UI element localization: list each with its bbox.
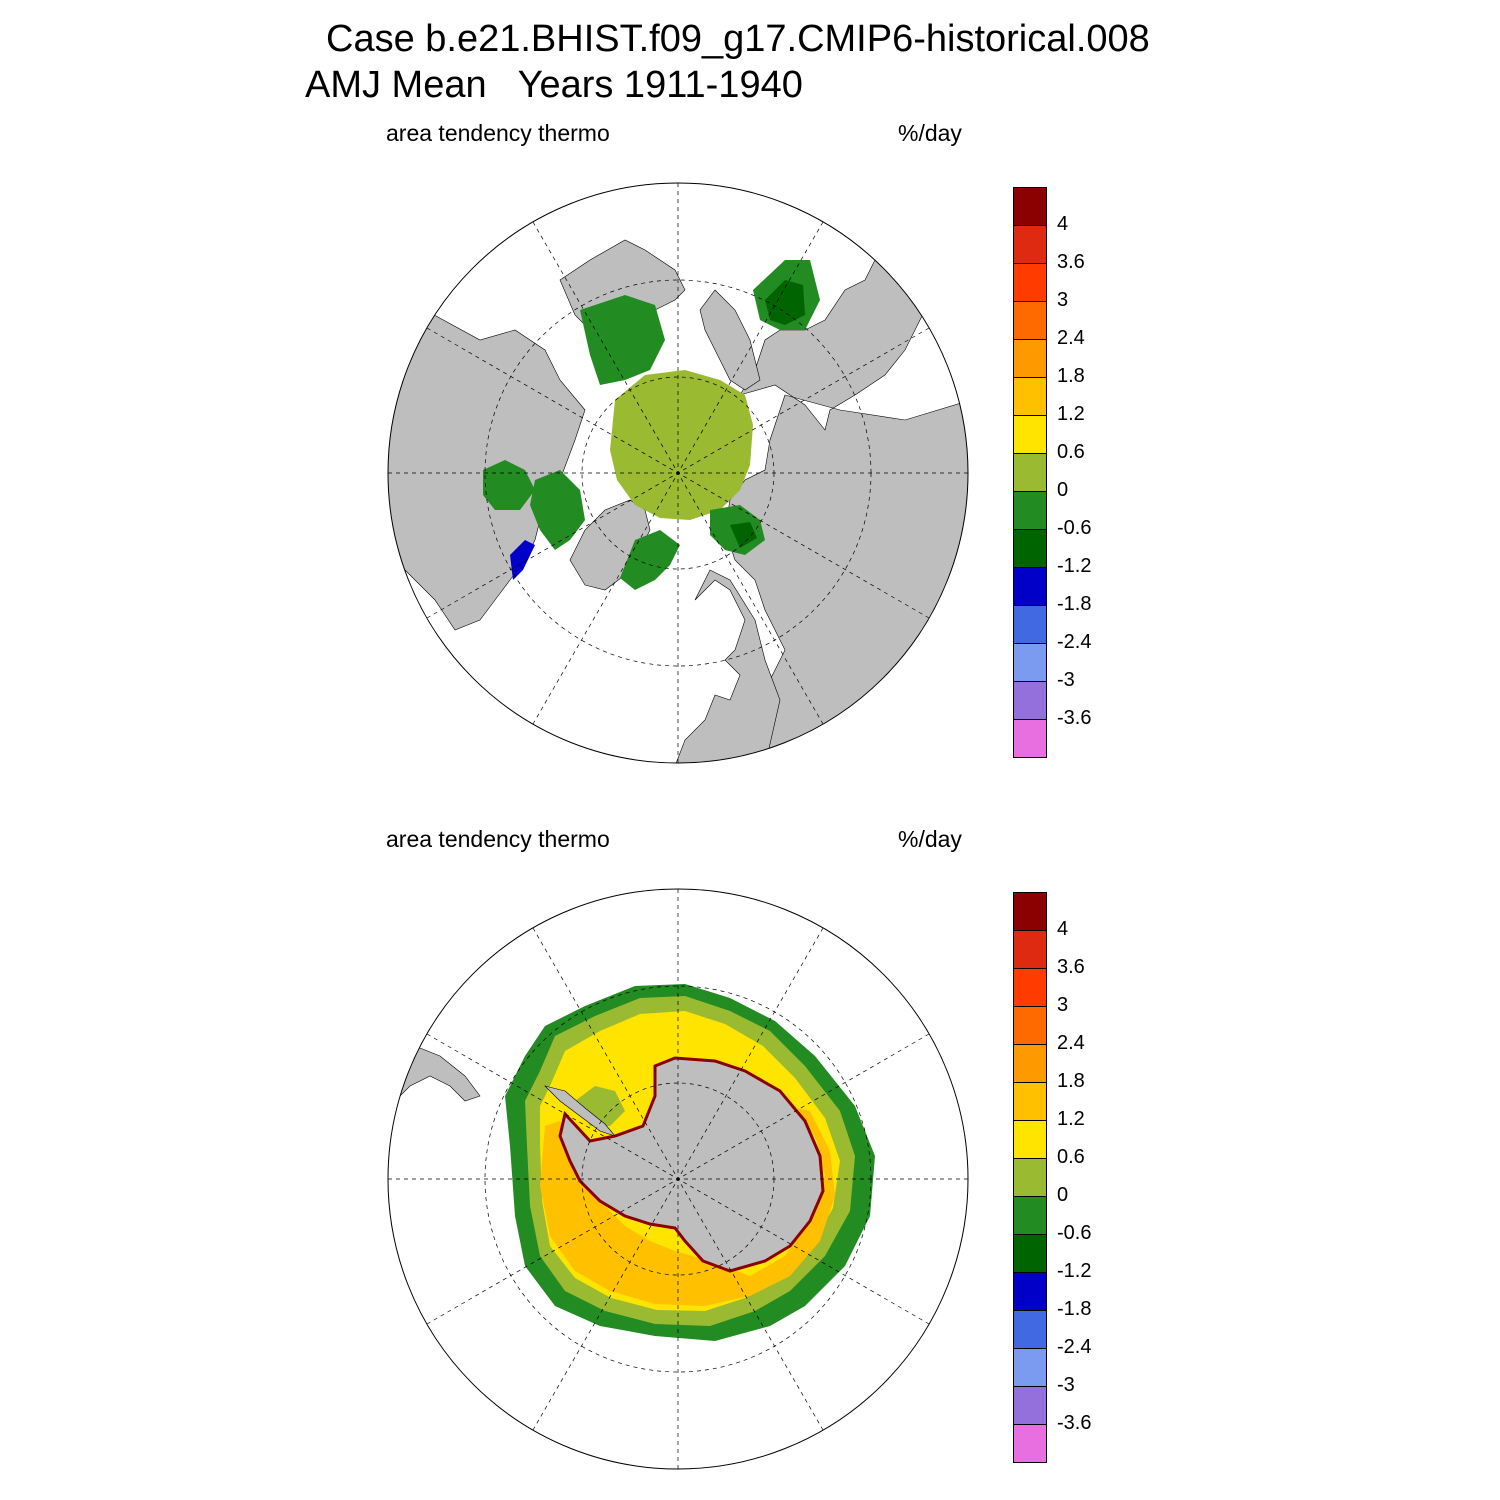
north-graticule: [388, 183, 968, 763]
north-colorbar-tick-label: 3.6: [1057, 251, 1085, 273]
north-colorbar-box: [1013, 263, 1047, 302]
south-colorbar-box: [1013, 892, 1047, 931]
north-colorbar-tick-label: 0.6: [1057, 441, 1085, 463]
north-colorbar-box: [1013, 681, 1047, 720]
north-sea-ice-bering: [580, 295, 665, 385]
north-colorbar-box: [1013, 643, 1047, 682]
north-colorbar-box: [1013, 719, 1047, 758]
north-land-greenland: [569, 499, 651, 591]
south-colorbar-box: [1013, 1348, 1047, 1387]
north-colorbar-box: [1013, 453, 1047, 492]
north-colorbar-tick-label: 4: [1057, 213, 1069, 235]
north-colorbar-box: [1013, 491, 1047, 530]
north-colorbar-box: [1013, 605, 1047, 644]
north-colorbar-box: [1013, 415, 1047, 454]
south-colorbar-tick-label: -3: [1057, 1374, 1075, 1396]
north-colorbar-tick-label: -3.6: [1057, 707, 1092, 729]
south-colorbar-tick-label: 3: [1057, 994, 1069, 1016]
north-colorbar-tick-label: 1.8: [1057, 365, 1085, 387]
south-land-antarctic-peninsula: [544, 1085, 616, 1137]
north-sea-ice-labrador-blue: [510, 540, 535, 580]
south-graticule: [388, 889, 968, 1469]
south-colorbar-box: [1013, 1310, 1047, 1349]
panel-south-units-label: %/day: [898, 826, 962, 852]
south-map-border: [387, 888, 969, 1470]
figure-title-line2: AMJ Mean Years 1911-1940: [305, 64, 803, 106]
south-colorbar-tick-label: 0: [1057, 1184, 1069, 1206]
south-colorbar-tick-label: 2.4: [1057, 1032, 1085, 1054]
north-colorbar-tick-label: -2.4: [1057, 631, 1092, 653]
south-colorbar-box: [1013, 1424, 1047, 1463]
north-colorbar-box: [1013, 225, 1047, 264]
south-colorbar-box: [1013, 930, 1047, 969]
south-colorbar-tick-label: 1.2: [1057, 1108, 1085, 1130]
panel-north-units-label: %/day: [898, 120, 962, 146]
south-land-antarctica: [558, 1056, 825, 1273]
north-colorbar-tick-label: 0: [1057, 479, 1069, 501]
south-colorbar-tick-label: -0.6: [1057, 1222, 1092, 1244]
north-sea-ice-okhotsk-dark: [765, 280, 805, 325]
north-sea-ice-hudson: [483, 460, 535, 510]
south-colorbar-box: [1013, 1272, 1047, 1311]
north-sea-ice-baffin: [530, 470, 585, 550]
panel-north-variable-label: area tendency thermo: [386, 120, 610, 146]
south-colorbar-box: [1013, 1196, 1047, 1235]
north-colorbar-tick-label: 1.2: [1057, 403, 1085, 425]
north-polar-map: [387, 182, 969, 764]
south-colorbar-box: [1013, 1120, 1047, 1159]
south-colorbar-tick-label: 3.6: [1057, 956, 1085, 978]
north-colorbar-tick-label: -1.2: [1057, 555, 1092, 577]
north-land-europe: [674, 569, 781, 763]
north-colorbar-box: [1013, 529, 1047, 568]
figure-title-line1: Case b.e21.BHIST.f09_g17.CMIP6-historica…: [326, 18, 1150, 60]
panel-south-variable-label: area tendency thermo: [386, 826, 610, 852]
south-colorbar-tick-label: 1.8: [1057, 1070, 1085, 1092]
north-colorbar-box: [1013, 187, 1047, 226]
south-colorbar-tick-label: -1.2: [1057, 1260, 1092, 1282]
north-sea-ice-central: [610, 370, 753, 520]
south-colorbar-box: [1013, 1158, 1047, 1197]
south-colorbar-box: [1013, 1386, 1047, 1425]
south-colorbar-box: [1013, 1234, 1047, 1273]
south-sea-ice-orange-ross-weddell: [540, 1108, 835, 1306]
north-colorbar-tick-label: 2.4: [1057, 327, 1085, 349]
south-colorbar-tick-label: -3.6: [1057, 1412, 1092, 1434]
south-colorbar-box: [1013, 1006, 1047, 1045]
south-colorbar-box: [1013, 1044, 1047, 1083]
north-colorbar-box: [1013, 377, 1047, 416]
north-sea-ice-barents-dark: [730, 522, 757, 548]
north-colorbar-box: [1013, 301, 1047, 340]
north-map-border: [387, 182, 969, 764]
north-land-alaska: [699, 289, 761, 391]
south-colorbar-box: [1013, 1082, 1047, 1121]
north-colorbar-box: [1013, 339, 1047, 378]
south-colorbar-box: [1013, 968, 1047, 1007]
south-polar-map: [387, 888, 969, 1470]
north-colorbar-tick-label: -1.8: [1057, 593, 1092, 615]
south-colorbar-tick-label: -1.8: [1057, 1298, 1092, 1320]
north-sea-ice-greenland-sea: [620, 530, 680, 590]
north-colorbar-box: [1013, 567, 1047, 606]
south-colorbar-tick-label: 4: [1057, 918, 1069, 940]
south-colorbar-tick-label: -2.4: [1057, 1336, 1092, 1358]
north-colorbar-tick-label: -0.6: [1057, 517, 1092, 539]
south-colorbar-tick-label: 0.6: [1057, 1146, 1085, 1168]
north-colorbar-tick-label: -3: [1057, 669, 1075, 691]
north-colorbar-tick-label: 3: [1057, 289, 1069, 311]
